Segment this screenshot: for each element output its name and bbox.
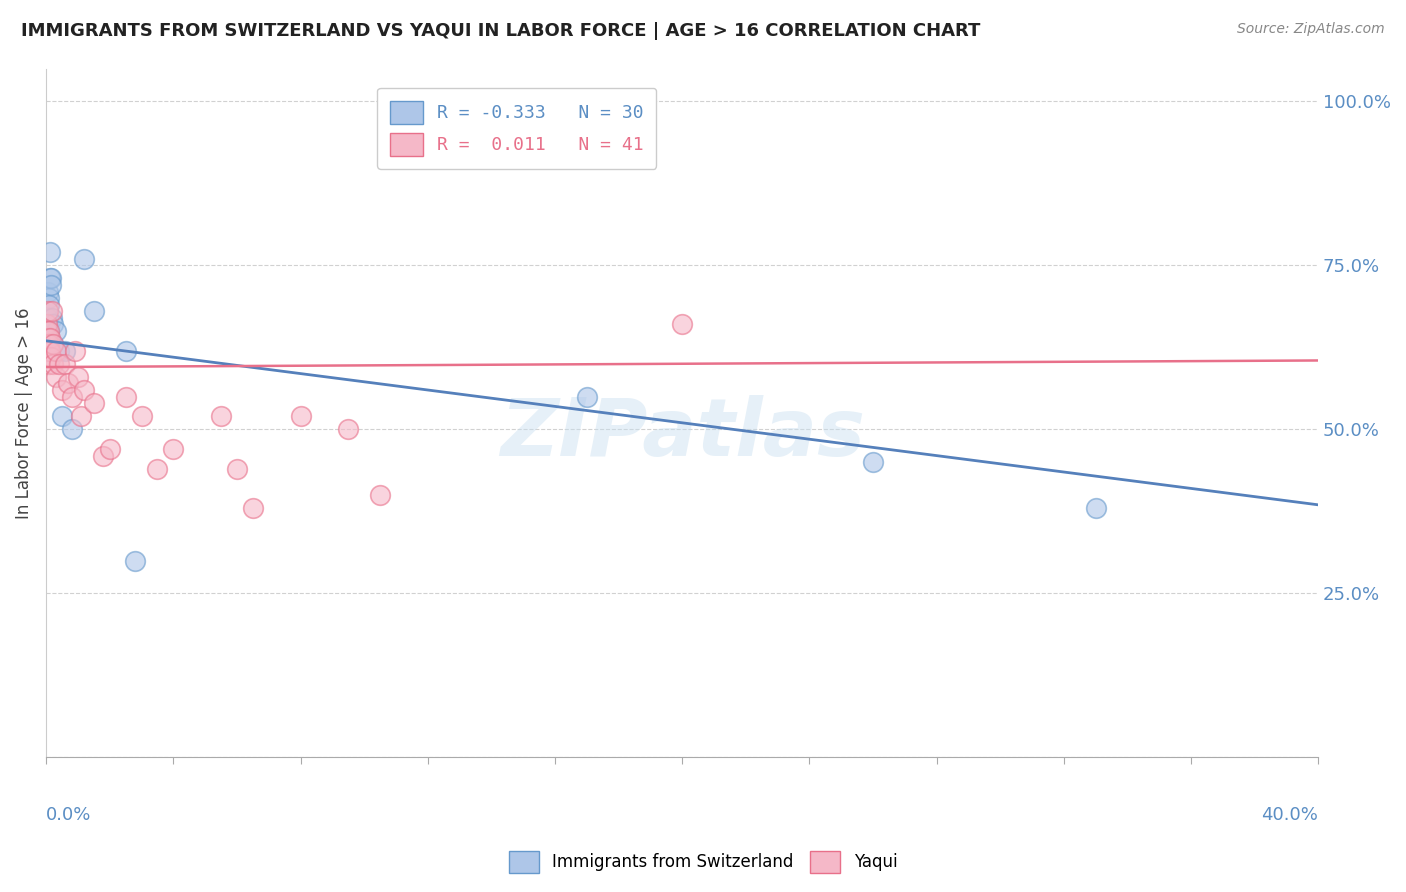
Point — [41, 304, 63, 318]
Point — [337, 422, 360, 436]
Point — [48, 343, 70, 358]
Point — [39, 343, 62, 358]
Point — [37, 285, 59, 299]
Point — [35, 318, 58, 332]
Text: 0.0%: 0.0% — [46, 805, 91, 823]
Point — [242, 501, 264, 516]
Point — [41, 337, 63, 351]
Point — [39, 278, 62, 293]
Point — [41, 357, 63, 371]
Point — [45, 324, 67, 338]
Point — [209, 409, 232, 424]
Point — [66, 370, 89, 384]
Text: ZIPatlas: ZIPatlas — [499, 394, 865, 473]
Point — [98, 442, 121, 456]
Point — [38, 298, 60, 312]
Point — [83, 304, 105, 318]
Point — [131, 409, 153, 424]
Point — [37, 304, 59, 318]
Point — [37, 337, 59, 351]
Point — [35, 324, 58, 338]
Point — [48, 357, 70, 371]
Point — [83, 396, 105, 410]
Point — [38, 291, 60, 305]
Point — [38, 343, 60, 358]
Point — [37, 330, 59, 344]
Point — [45, 343, 67, 358]
Point — [290, 409, 312, 424]
Point — [37, 324, 59, 338]
Text: Source: ZipAtlas.com: Source: ZipAtlas.com — [1237, 22, 1385, 37]
Point — [37, 318, 59, 332]
Point — [70, 409, 93, 424]
Point — [37, 330, 59, 344]
Point — [226, 461, 249, 475]
Point — [38, 337, 60, 351]
Point — [671, 318, 693, 332]
Point — [39, 271, 62, 285]
Point — [146, 461, 169, 475]
Point — [38, 343, 60, 358]
Point — [37, 337, 59, 351]
Point — [38, 324, 60, 338]
Point — [51, 409, 73, 424]
Point — [368, 488, 391, 502]
Point — [73, 252, 96, 266]
Point — [60, 422, 83, 436]
Point — [124, 553, 146, 567]
Text: 40.0%: 40.0% — [1261, 805, 1319, 823]
Point — [37, 324, 59, 338]
Point — [1084, 501, 1107, 516]
Point — [39, 245, 62, 260]
Point — [39, 271, 62, 285]
Text: IMMIGRANTS FROM SWITZERLAND VS YAQUI IN LABOR FORCE | AGE > 16 CORRELATION CHART: IMMIGRANTS FROM SWITZERLAND VS YAQUI IN … — [21, 22, 980, 40]
Point — [38, 324, 60, 338]
Point — [114, 343, 136, 358]
Point — [39, 350, 62, 364]
Point — [53, 357, 76, 371]
Point — [41, 337, 63, 351]
Point — [114, 390, 136, 404]
Point — [51, 383, 73, 397]
Point — [93, 449, 115, 463]
Point — [862, 455, 884, 469]
Point — [37, 310, 59, 325]
Point — [38, 357, 60, 371]
Point — [39, 330, 62, 344]
Point — [63, 343, 86, 358]
Point — [58, 376, 80, 391]
Legend: Immigrants from Switzerland, Yaqui: Immigrants from Switzerland, Yaqui — [502, 845, 904, 880]
Point — [575, 390, 598, 404]
Point — [41, 310, 63, 325]
Point — [162, 442, 184, 456]
Point — [41, 318, 63, 332]
Point — [53, 343, 76, 358]
Point — [45, 370, 67, 384]
Point — [37, 343, 59, 358]
Point — [73, 383, 96, 397]
Legend: R = -0.333   N = 30, R =  0.011   N = 41: R = -0.333 N = 30, R = 0.011 N = 41 — [377, 88, 657, 169]
Y-axis label: In Labor Force | Age > 16: In Labor Force | Age > 16 — [15, 307, 32, 519]
Point — [60, 390, 83, 404]
